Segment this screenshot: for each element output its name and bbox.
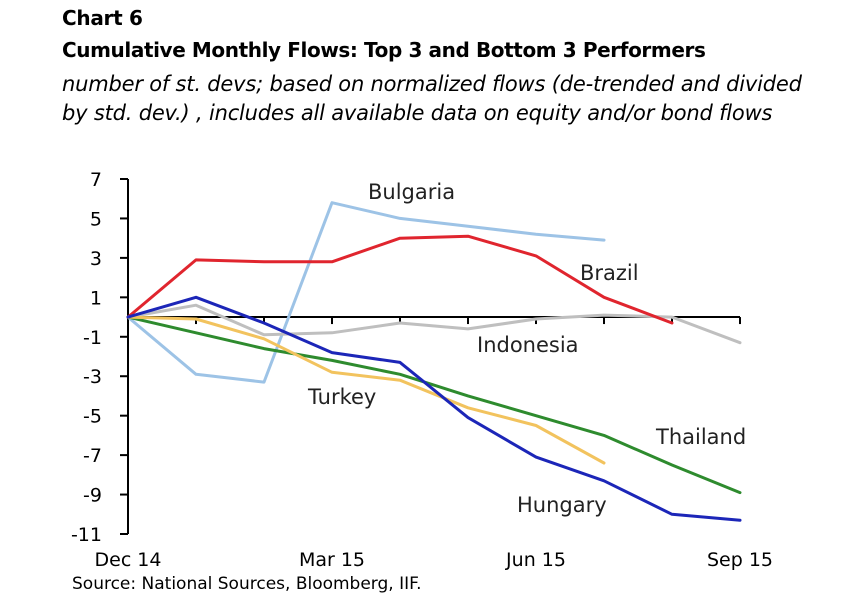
series-line-bulgaria — [126, 201, 606, 384]
series-label-turkey: Turkey — [307, 385, 376, 409]
series-lines — [126, 201, 742, 522]
chart-title: Cumulative Monthly Flows: Top 3 and Bott… — [62, 38, 706, 62]
x-tick-label: Jun 15 — [505, 549, 566, 571]
chart-label: Chart 6 — [62, 6, 143, 30]
y-tick-label: 5 — [90, 208, 102, 230]
y-tick-label: 1 — [90, 287, 102, 309]
y-tick-label: -3 — [83, 366, 102, 388]
series-label-bulgaria: Bulgaria — [368, 180, 455, 204]
series-line-indonesia — [126, 303, 742, 345]
y-tick-label: -5 — [83, 406, 102, 428]
source-note: Source: National Sources, Bloomberg, IIF… — [72, 574, 422, 594]
series-labels: Bulgaria Brazil Indonesia Turkey Thailand Hun… — [307, 180, 746, 517]
x-tick-label: Sep 15 — [707, 549, 773, 571]
x-tick-label: Mar 15 — [299, 549, 365, 571]
series-label-thailand: Thailand — [655, 425, 746, 449]
series-line-hungary — [126, 295, 742, 522]
series-label-hungary: Hungary — [517, 493, 607, 517]
y-tick-label: -11 — [71, 524, 102, 546]
x-tick-label: Dec 14 — [95, 549, 162, 571]
y-tick-label: -9 — [83, 485, 102, 507]
axes: 7 5 3 1 -1 -3 -5 -7 -9 -11 Dec 14 Mar 15 Jun 15 Sep 1… — [71, 169, 773, 571]
series-line-brazil — [126, 234, 674, 325]
series-line-turkey — [126, 315, 606, 465]
series-label-brazil: Brazil — [580, 261, 639, 285]
y-tick-label: -7 — [83, 445, 102, 467]
y-tick-label: -1 — [83, 327, 102, 349]
series-label-indonesia: Indonesia — [477, 333, 579, 357]
y-tick-label: 3 — [90, 248, 102, 270]
series-line-thailand — [126, 315, 742, 495]
chart-subtitle: number of st. devs; based on normalized … — [62, 72, 802, 125]
y-tick-label: 7 — [90, 169, 102, 191]
